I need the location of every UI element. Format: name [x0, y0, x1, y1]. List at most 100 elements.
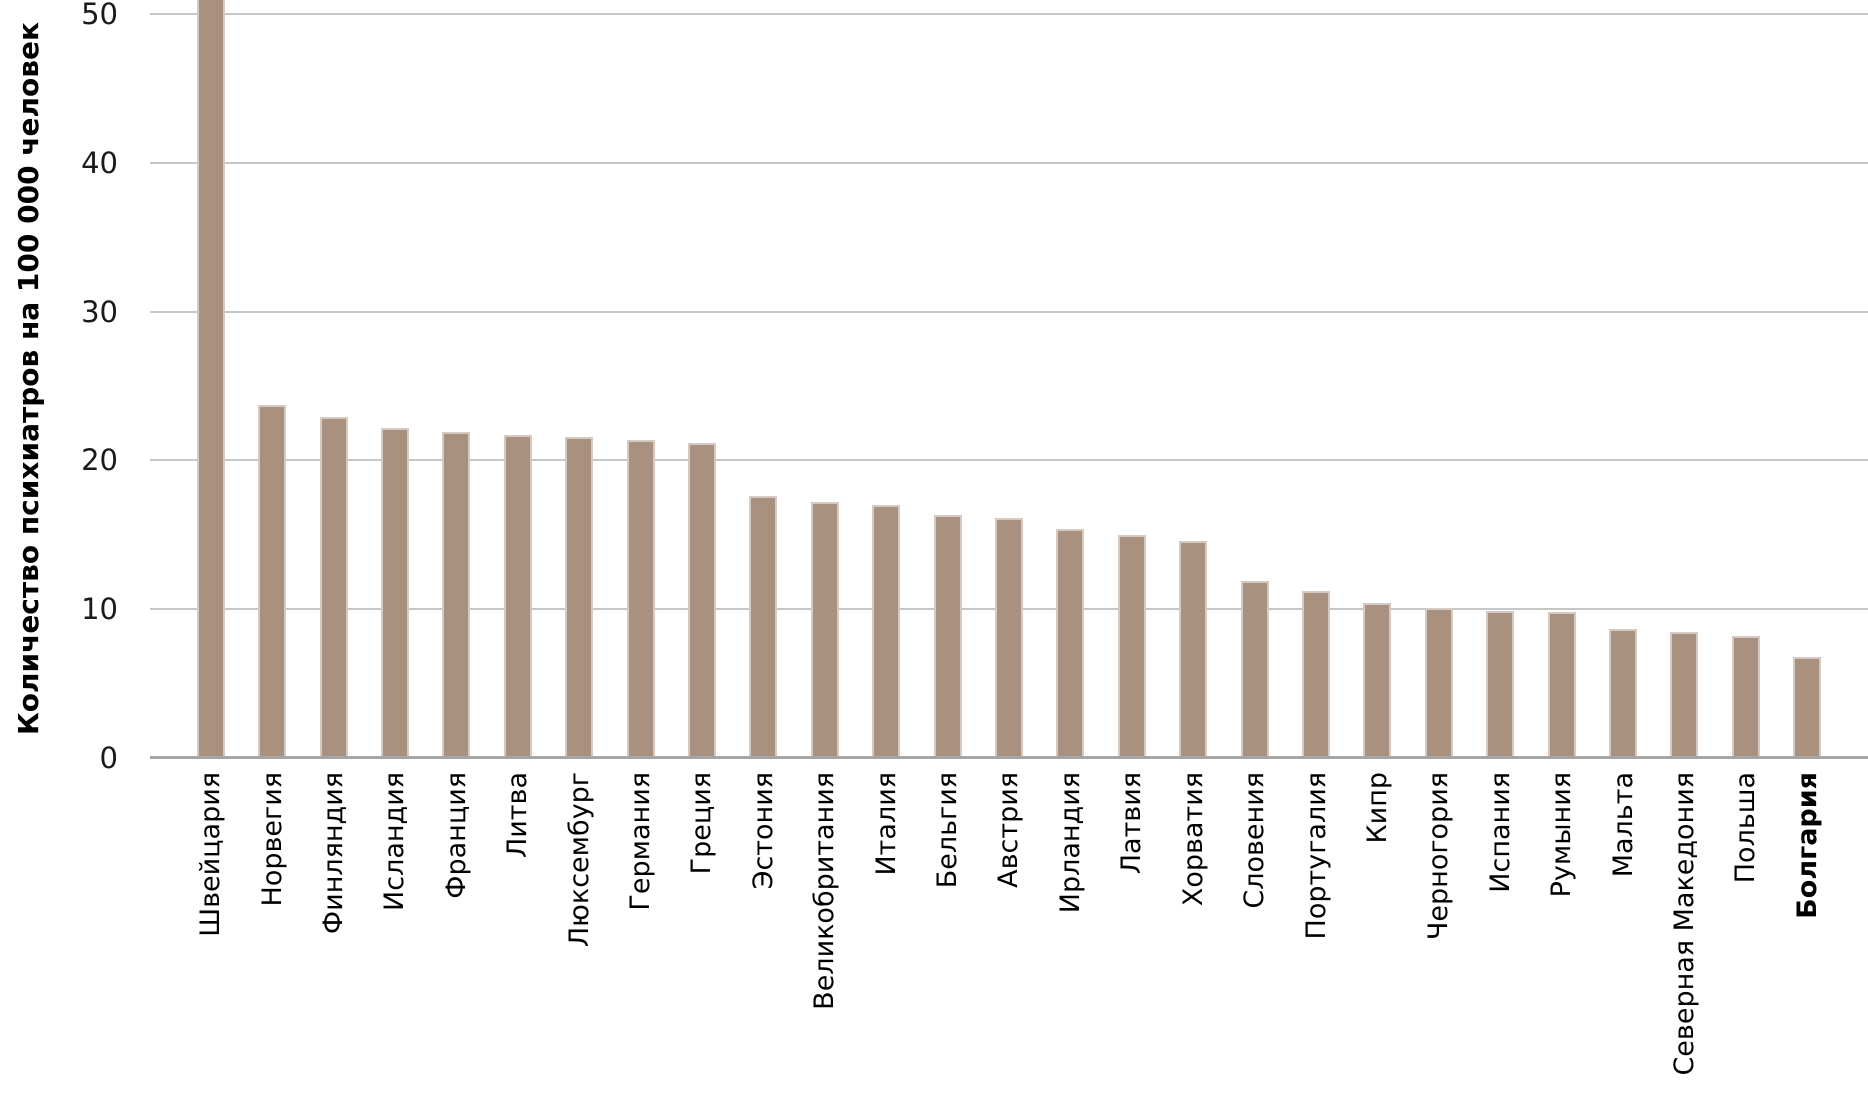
- x-tick-label: Австрия: [993, 772, 1025, 888]
- x-label-slot: Португалия: [1285, 772, 1346, 939]
- x-tick-label: Великобритания: [809, 772, 841, 1010]
- bar-slot: [1715, 0, 1776, 758]
- bar-Исландия: [380, 428, 409, 758]
- x-label-slot: Мальта: [1592, 772, 1653, 877]
- x-label-slot: Хорватия: [1163, 772, 1224, 906]
- x-label-slot: Испания: [1470, 772, 1531, 893]
- x-tick-label: Франция: [440, 772, 472, 899]
- bar-slot: [1040, 0, 1101, 758]
- bar-Эстония: [749, 496, 778, 758]
- bar-slot: [1101, 0, 1162, 758]
- bar-Швейцария: [196, 0, 225, 758]
- bar-slot: [978, 0, 1039, 758]
- x-tick-label: Хорватия: [1177, 772, 1209, 907]
- x-label-slot: Литва: [487, 772, 548, 858]
- bar-slot: [1654, 0, 1715, 758]
- bar-Польша: [1731, 636, 1760, 758]
- x-label-slot: Швейцария: [180, 772, 241, 937]
- x-label-slot: Эстония: [733, 772, 794, 889]
- x-tick-label: Мальта: [1607, 772, 1639, 878]
- x-tick-label: Финляндия: [318, 772, 350, 935]
- x-label-slot: Ирландия: [1040, 772, 1101, 913]
- bar-slot: [303, 0, 364, 758]
- bar-Мальта: [1609, 629, 1638, 758]
- x-label-slot: Румыния: [1531, 772, 1592, 897]
- x-tick-labels: Швейцария Норвегия Финляндия Исландия Франци…: [150, 772, 1868, 1093]
- bar-Латвия: [1117, 535, 1146, 758]
- bar-Греция: [687, 443, 716, 758]
- x-label-slot: Норвегия: [241, 772, 302, 906]
- bar-Черногория: [1424, 608, 1453, 758]
- x-label-slot: Латвия: [1101, 772, 1162, 874]
- x-tick-label: Кипр: [1361, 772, 1393, 844]
- x-label-slot: Финляндия: [303, 772, 364, 934]
- bar-slot: [1285, 0, 1346, 758]
- y-tick-label: 50: [81, 0, 118, 31]
- x-label-slot: Словения: [1224, 772, 1285, 909]
- x-tick-label: Польша: [1730, 772, 1762, 884]
- x-label-slot: Польша: [1715, 772, 1776, 883]
- bar-Италия: [872, 505, 901, 758]
- bar-slot: [1531, 0, 1592, 758]
- y-tick-label: 40: [81, 145, 118, 180]
- y-axis-title-wrap: Количество психиатров на 100 000 человек: [0, 0, 56, 758]
- x-tick-label: Швейцария: [195, 772, 227, 937]
- bar-slot: [1163, 0, 1224, 758]
- x-label-slot: Германия: [610, 772, 671, 911]
- bar-slot: [1224, 0, 1285, 758]
- bar-slot: [917, 0, 978, 758]
- x-tick-label: Ирландия: [1054, 772, 1086, 914]
- x-label-slot: Великобритания: [794, 772, 855, 1010]
- bar-slot: [671, 0, 732, 758]
- bar-Португалия: [1302, 591, 1331, 758]
- bar-slot: [1592, 0, 1653, 758]
- x-label-slot: Черногория: [1408, 772, 1469, 940]
- x-tick-label: Бельгия: [932, 772, 964, 889]
- bar-slot: [1777, 0, 1838, 758]
- bar-Румыния: [1547, 612, 1576, 758]
- x-tick-label: Латвия: [1116, 772, 1148, 875]
- x-axis-line: [150, 756, 1868, 759]
- x-tick-label: Германия: [625, 772, 657, 911]
- bar-slot: [610, 0, 671, 758]
- x-tick-label: Люксембург: [563, 772, 595, 948]
- y-tick-label: 20: [81, 443, 118, 478]
- bar-slot: [1347, 0, 1408, 758]
- bar-slot: [364, 0, 425, 758]
- gridline-20: [150, 459, 1868, 462]
- x-tick-label: Словения: [1239, 772, 1271, 909]
- x-label-slot: Кипр: [1347, 772, 1408, 844]
- x-label-slot: Исландия: [364, 772, 425, 911]
- bar-Испания: [1486, 611, 1515, 758]
- y-tick-label: 0: [99, 741, 118, 775]
- bar-Кипр: [1363, 603, 1392, 758]
- x-label-slot: Люксембург: [548, 772, 609, 947]
- bars-container: [150, 0, 1868, 758]
- bar-Северная Македония: [1670, 632, 1699, 758]
- x-tick-label: Греция: [686, 772, 718, 875]
- bar-Люксембург: [565, 437, 594, 758]
- bar-slot: [1470, 0, 1531, 758]
- x-label-slot: Австрия: [978, 772, 1039, 888]
- bar-Великобритания: [810, 502, 839, 758]
- bar-Ирландия: [1056, 529, 1085, 758]
- x-label-slot: Северная Македония: [1654, 772, 1715, 1076]
- bar-Франция: [442, 432, 471, 758]
- x-tick-label: Испания: [1484, 772, 1516, 893]
- bar-Словения: [1240, 581, 1269, 758]
- bar-Хорватия: [1179, 541, 1208, 758]
- bar-slot: [855, 0, 916, 758]
- bar-Германия: [626, 440, 655, 758]
- x-tick-label: Эстония: [747, 772, 779, 890]
- bar-slot: [426, 0, 487, 758]
- x-label-slot: Бельгия: [917, 772, 978, 888]
- gridline-50: [150, 13, 1868, 15]
- x-tick-label: Болгария: [1791, 772, 1823, 919]
- gridline-30: [150, 310, 1868, 313]
- bar-slot: [794, 0, 855, 758]
- bar-slot: [733, 0, 794, 758]
- bar-slot: [1408, 0, 1469, 758]
- bar-Литва: [503, 435, 532, 758]
- x-label-slot: Италия: [855, 772, 916, 876]
